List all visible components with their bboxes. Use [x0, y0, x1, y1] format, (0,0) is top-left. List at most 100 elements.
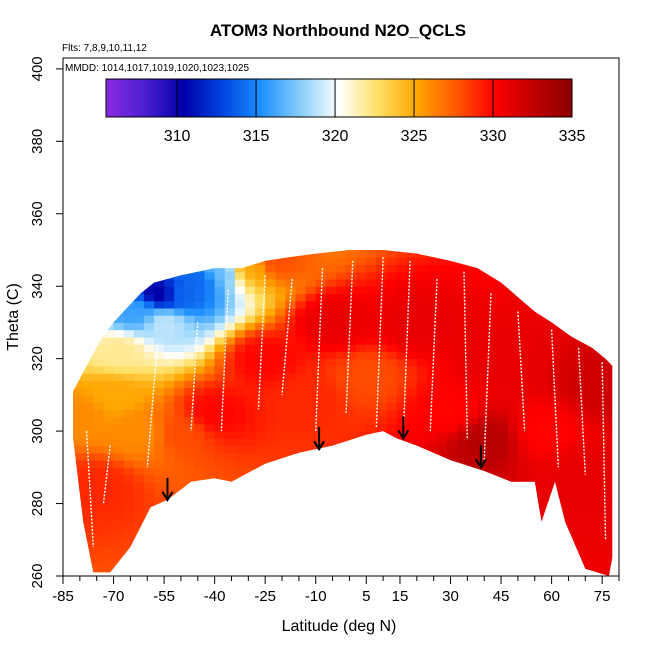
heatmap-cell — [376, 250, 388, 251]
heatmap-cell — [437, 503, 448, 512]
heatmap-cell — [548, 438, 559, 447]
heatmap-cell — [477, 409, 489, 418]
heatmap-cell — [214, 503, 226, 512]
heatmap-cell — [73, 416, 84, 425]
heatmap-cell — [467, 344, 479, 352]
heatmap-cell — [608, 467, 613, 476]
heatmap-cell — [133, 409, 145, 418]
heatmap-cell — [224, 423, 236, 432]
heatmap-cell — [113, 554, 125, 563]
heatmap-cell — [255, 460, 266, 468]
heatmap-cell — [265, 322, 276, 331]
heatmap-cell — [73, 452, 84, 461]
heatmap-cell — [184, 271, 195, 280]
heatmap-cell — [396, 315, 408, 323]
heatmap-cell — [487, 510, 499, 519]
heatmap-cell — [558, 387, 569, 396]
heatmap-cell — [548, 460, 559, 468]
heatmap-cell — [154, 474, 165, 483]
heatmap-cell — [558, 322, 569, 331]
heatmap-cell — [376, 380, 388, 389]
heatmap-cell — [608, 279, 613, 287]
heatmap-cell — [335, 250, 347, 258]
heatmap-cell — [245, 568, 256, 576]
heatmap-cell — [386, 539, 398, 548]
heatmap-cell — [204, 279, 216, 287]
heatmap-cell — [174, 489, 185, 497]
heatmap-cell — [204, 496, 216, 505]
heatmap-cell — [184, 322, 195, 331]
heatmap-cell — [265, 264, 276, 273]
heatmap-cell — [224, 351, 236, 360]
heatmap-cell — [538, 387, 549, 396]
heatmap-cell — [497, 409, 509, 418]
heatmap-cell — [507, 474, 519, 483]
heatmap-cell — [568, 300, 580, 309]
heatmap-cell — [396, 344, 408, 352]
heatmap-cell — [265, 329, 276, 338]
heatmap-cell — [386, 307, 398, 316]
heatmap-cell — [346, 452, 357, 461]
heatmap-cell — [447, 489, 458, 497]
heatmap-cell — [194, 315, 206, 323]
heatmap-cell — [356, 279, 367, 287]
heatmap-cell — [265, 250, 276, 258]
heatmap-cell — [457, 373, 468, 381]
heatmap-cell — [83, 315, 94, 323]
heatmap-cell — [437, 257, 448, 265]
heatmap-cell — [356, 568, 367, 576]
heatmap-cell — [93, 409, 104, 418]
heatmap-cell — [396, 250, 408, 251]
heatmap-cell — [133, 568, 145, 576]
heatmap-cell — [507, 452, 519, 461]
heatmap-cell — [396, 279, 408, 287]
heatmap-cell — [335, 561, 347, 570]
heatmap-cell — [133, 510, 145, 519]
heatmap-cell — [558, 503, 569, 512]
heatmap-cell — [416, 438, 428, 447]
heatmap-cell — [325, 409, 337, 418]
heatmap-cell — [538, 329, 549, 338]
heatmap-cell — [356, 467, 367, 476]
heatmap-cell — [598, 257, 610, 265]
heatmap-cell — [204, 387, 216, 396]
heatmap-cell — [123, 279, 135, 287]
heatmap-cell — [467, 264, 479, 273]
heatmap-cell — [548, 561, 559, 570]
heatmap-cell — [406, 510, 418, 519]
heatmap-cell — [366, 518, 377, 526]
heatmap-cell — [164, 539, 175, 548]
heatmap-cell — [335, 568, 347, 576]
heatmap-cell — [103, 373, 115, 381]
profile-arrow-head — [161, 491, 174, 502]
heatmap-cell — [235, 576, 246, 584]
heatmap-cell — [154, 250, 165, 251]
heatmap-cell — [113, 373, 125, 381]
heatmap-cell — [426, 568, 438, 576]
heatmap-cell — [416, 394, 428, 403]
heatmap-cell — [224, 250, 236, 258]
heatmap-cell — [305, 460, 317, 468]
heatmap-cell — [416, 503, 428, 512]
heatmap-cell — [437, 402, 448, 410]
heatmap-cell — [548, 568, 559, 576]
heatmap-cell — [447, 438, 458, 447]
heatmap-cell — [457, 322, 468, 331]
heatmap-cell — [507, 279, 519, 287]
heatmap-cell — [315, 518, 327, 526]
heatmap-cell — [538, 503, 549, 512]
heatmap-cell — [214, 423, 226, 432]
heatmap-cell — [103, 250, 115, 258]
heatmap-cell — [164, 532, 175, 541]
heatmap-cell — [507, 286, 519, 294]
heatmap-cell — [184, 329, 195, 338]
heatmap-cell — [346, 554, 357, 563]
heatmap-cell — [467, 554, 479, 563]
heatmap-cell — [528, 402, 539, 410]
heatmap-cell — [598, 387, 610, 396]
heatmap-cell — [528, 503, 539, 512]
heatmap-cell — [224, 300, 236, 309]
heatmap-cell — [467, 329, 479, 338]
heatmap-cell — [376, 344, 388, 352]
heatmap-cell — [608, 503, 613, 512]
